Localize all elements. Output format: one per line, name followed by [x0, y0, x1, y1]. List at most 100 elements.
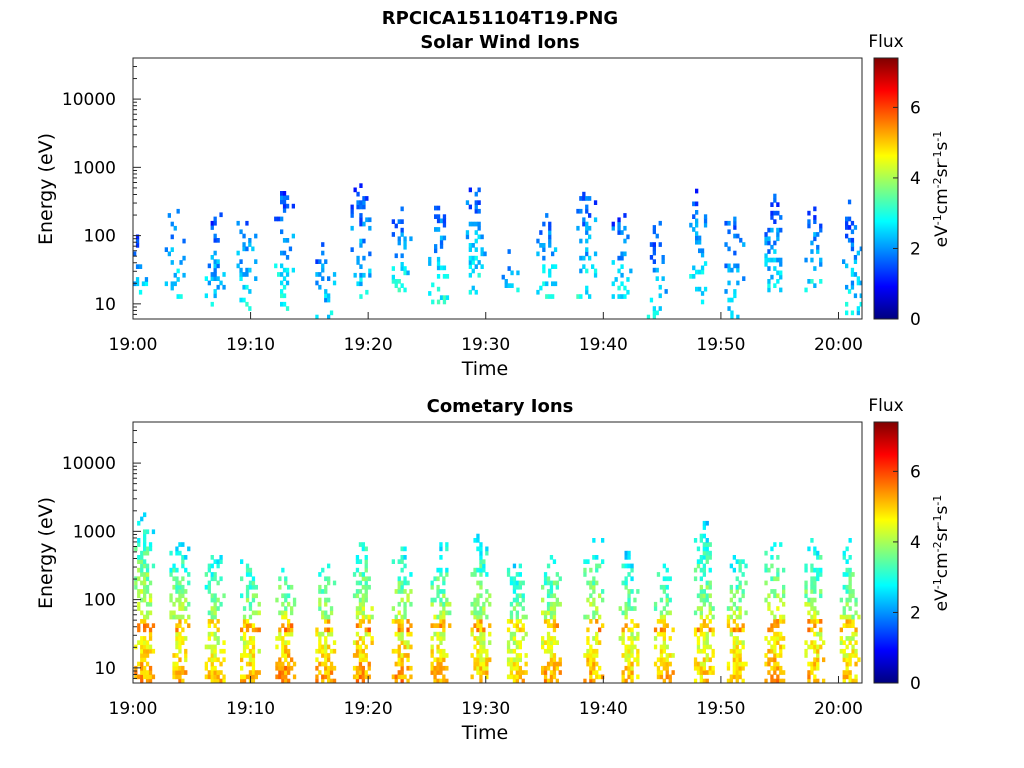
- heatmap-cell: [406, 631, 410, 637]
- heatmap-cell: [442, 614, 446, 620]
- heatmap-cell: [552, 619, 557, 624]
- heatmap-cell: [512, 580, 517, 586]
- heatmap-cell: [439, 218, 444, 224]
- heatmap-cell: [845, 546, 849, 552]
- heatmap-cell: [764, 636, 768, 641]
- heatmap-cell: [169, 593, 173, 599]
- heatmap-cell: [403, 614, 407, 620]
- heatmap-cell: [850, 280, 855, 286]
- heatmap-cell: [636, 661, 640, 667]
- heatmap-cell: [624, 550, 628, 556]
- heatmap-cell: [176, 277, 180, 282]
- heatmap-cell: [135, 281, 140, 287]
- heatmap-cell: [473, 657, 477, 663]
- heatmap-cell: [735, 623, 739, 628]
- heatmap-cell: [187, 623, 191, 628]
- heatmap-cell: [601, 559, 605, 564]
- heatmap-cell: [515, 640, 519, 645]
- heatmap-cell: [585, 208, 589, 214]
- heatmap-cell: [626, 277, 630, 282]
- heatmap-cell: [543, 572, 548, 577]
- heatmap-cell: [251, 640, 256, 645]
- heatmap-cell: [592, 580, 596, 586]
- heatmap-cell: [738, 648, 742, 654]
- heatmap-cell: [555, 572, 559, 577]
- heatmap-cell: [134, 546, 138, 552]
- heatmap-cell: [170, 281, 174, 287]
- heatmap-cell: [593, 268, 598, 274]
- heatmap-cell: [445, 597, 449, 603]
- heatmap-cell: [776, 572, 780, 577]
- heatmap-cell: [595, 636, 599, 641]
- heatmap-cell: [851, 619, 855, 624]
- heatmap-cell: [145, 550, 150, 556]
- heatmap-cell: [593, 272, 598, 278]
- heatmap-cell: [702, 657, 706, 663]
- heatmap-cell: [696, 665, 701, 671]
- x-tick-label: 19:20: [344, 335, 393, 355]
- heatmap-cell: [169, 572, 173, 577]
- heatmap-cell: [170, 260, 174, 265]
- heatmap-cell: [767, 657, 771, 663]
- heatmap-cell: [248, 238, 252, 243]
- heatmap-cell: [585, 285, 589, 291]
- heatmap-cell: [332, 280, 337, 286]
- heatmap-cell: [436, 256, 441, 262]
- heatmap-cell: [170, 234, 174, 240]
- heatmap-cell: [782, 584, 786, 590]
- heatmap-cell: [137, 520, 141, 526]
- heatmap-cell: [549, 674, 554, 680]
- heatmap-cell: [702, 542, 706, 547]
- heatmap-cell: [770, 610, 774, 616]
- heatmap-cell: [807, 546, 811, 552]
- heatmap-cell: [207, 619, 211, 624]
- heatmap-cell: [842, 584, 846, 590]
- heatmap-cell: [589, 665, 593, 671]
- heatmap-cell: [284, 576, 288, 582]
- heatmap-cell: [659, 661, 664, 667]
- heatmap-cell: [848, 597, 852, 603]
- heatmap-cell: [137, 623, 141, 628]
- heatmap-cell: [368, 268, 372, 274]
- heatmap-cell: [822, 640, 826, 645]
- heatmap-cell: [726, 678, 731, 683]
- heatmap-cell: [847, 216, 852, 222]
- heatmap-cell: [552, 593, 557, 599]
- heatmap-cell: [409, 674, 413, 680]
- heatmap-cell: [148, 670, 153, 675]
- heatmap-cell: [332, 678, 337, 683]
- heatmap-cell: [482, 661, 486, 667]
- heatmap-cell: [370, 636, 374, 641]
- heatmap-cell: [692, 214, 696, 219]
- heatmap-cell: [406, 665, 410, 671]
- heatmap-cell: [518, 584, 522, 590]
- heatmap-cell: [442, 601, 446, 607]
- heatmap-cell: [439, 589, 443, 594]
- heatmap-cell: [327, 580, 331, 586]
- heatmap-cell: [219, 648, 223, 654]
- heatmap-cell: [586, 661, 590, 667]
- heatmap-cell: [436, 644, 440, 650]
- heatmap-cell: [624, 580, 628, 586]
- heatmap-cell: [617, 294, 621, 299]
- heatmap-cell: [623, 225, 627, 231]
- heatmap-cell: [506, 640, 511, 645]
- heatmap-cell: [543, 674, 548, 680]
- heatmap-cell: [278, 674, 282, 680]
- heatmap-cell: [696, 648, 701, 654]
- heatmap-cell: [359, 243, 363, 248]
- heatmap-cell: [207, 657, 211, 663]
- heatmap-cell: [854, 627, 858, 633]
- heatmap-cell: [394, 279, 398, 284]
- heatmap-cell: [280, 280, 284, 286]
- heatmap-cell: [770, 678, 774, 683]
- heatmap-cell: [361, 576, 365, 582]
- heatmap-cell: [216, 619, 220, 624]
- heatmap-cell: [175, 653, 179, 658]
- heatmap-cell: [708, 606, 712, 611]
- heatmap-cell: [549, 623, 554, 628]
- heatmap-cell: [137, 589, 141, 594]
- heatmap-cell: [819, 257, 823, 263]
- heatmap-cell: [661, 276, 665, 281]
